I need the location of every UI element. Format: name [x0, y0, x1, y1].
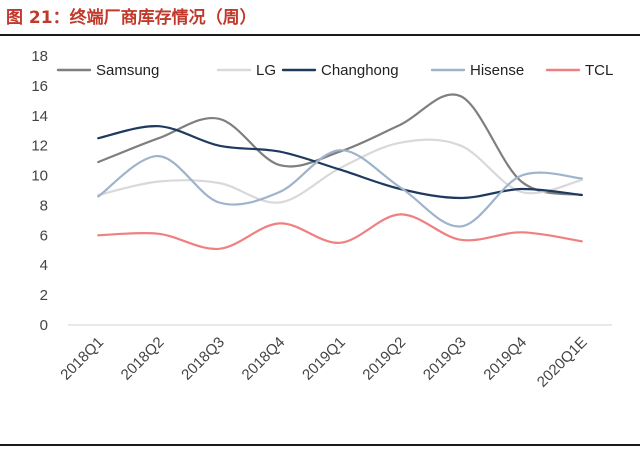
series-lines — [97, 93, 583, 250]
legend-label-changhong: Changhong — [321, 62, 399, 79]
x-tick-label: 2018Q2 — [118, 334, 168, 384]
series-line-lg — [97, 138, 583, 204]
y-tick-label: 0 — [40, 317, 48, 334]
legend-label-samsung: Samsung — [96, 62, 159, 79]
series-line-hisense — [97, 149, 583, 228]
y-tick-label: 12 — [31, 138, 48, 155]
figure-title: 图 21：终端厂商库存情况（周） — [6, 8, 257, 28]
series-line-samsung — [97, 93, 583, 197]
x-tick-label: 2019Q4 — [480, 334, 530, 384]
y-tick-label: 14 — [31, 108, 48, 125]
x-tick-label: 2018Q3 — [178, 334, 228, 384]
x-tick-label: 2018Q1 — [57, 334, 107, 384]
legend-label-tcl: TCL — [585, 62, 613, 79]
y-tick-label: 4 — [40, 257, 48, 274]
x-tick-label: 2018Q4 — [239, 334, 289, 384]
legend-label-lg: LG — [256, 62, 276, 79]
x-tick-label: 2019Q2 — [359, 334, 409, 384]
x-tick-label: 2019Q1 — [299, 334, 349, 384]
x-tick-label: 2019Q3 — [420, 334, 470, 384]
y-tick-label: 6 — [40, 227, 48, 244]
y-axis-tick-labels: 0 2 4 6 8 10 12 14 16 18 — [31, 48, 48, 334]
y-tick-label: 18 — [31, 48, 48, 65]
y-tick-label: 10 — [31, 168, 48, 185]
y-tick-label: 16 — [31, 78, 48, 95]
series-line-tcl — [97, 213, 583, 250]
x-tick-label: 2020Q1E — [534, 334, 591, 391]
y-tick-label: 8 — [40, 197, 48, 214]
y-tick-label: 2 — [40, 287, 48, 304]
legend-label-hisense: Hisense — [470, 62, 524, 79]
bottom-divider — [0, 444, 640, 446]
x-axis-tick-labels: 2018Q1 2018Q2 2018Q3 2018Q4 2019Q1 2019Q2 2019… — [57, 334, 590, 391]
series-line-changhong — [97, 125, 583, 200]
legend: Samsung LG Changhong Hisense TCL — [56, 62, 613, 79]
top-divider — [0, 34, 640, 36]
